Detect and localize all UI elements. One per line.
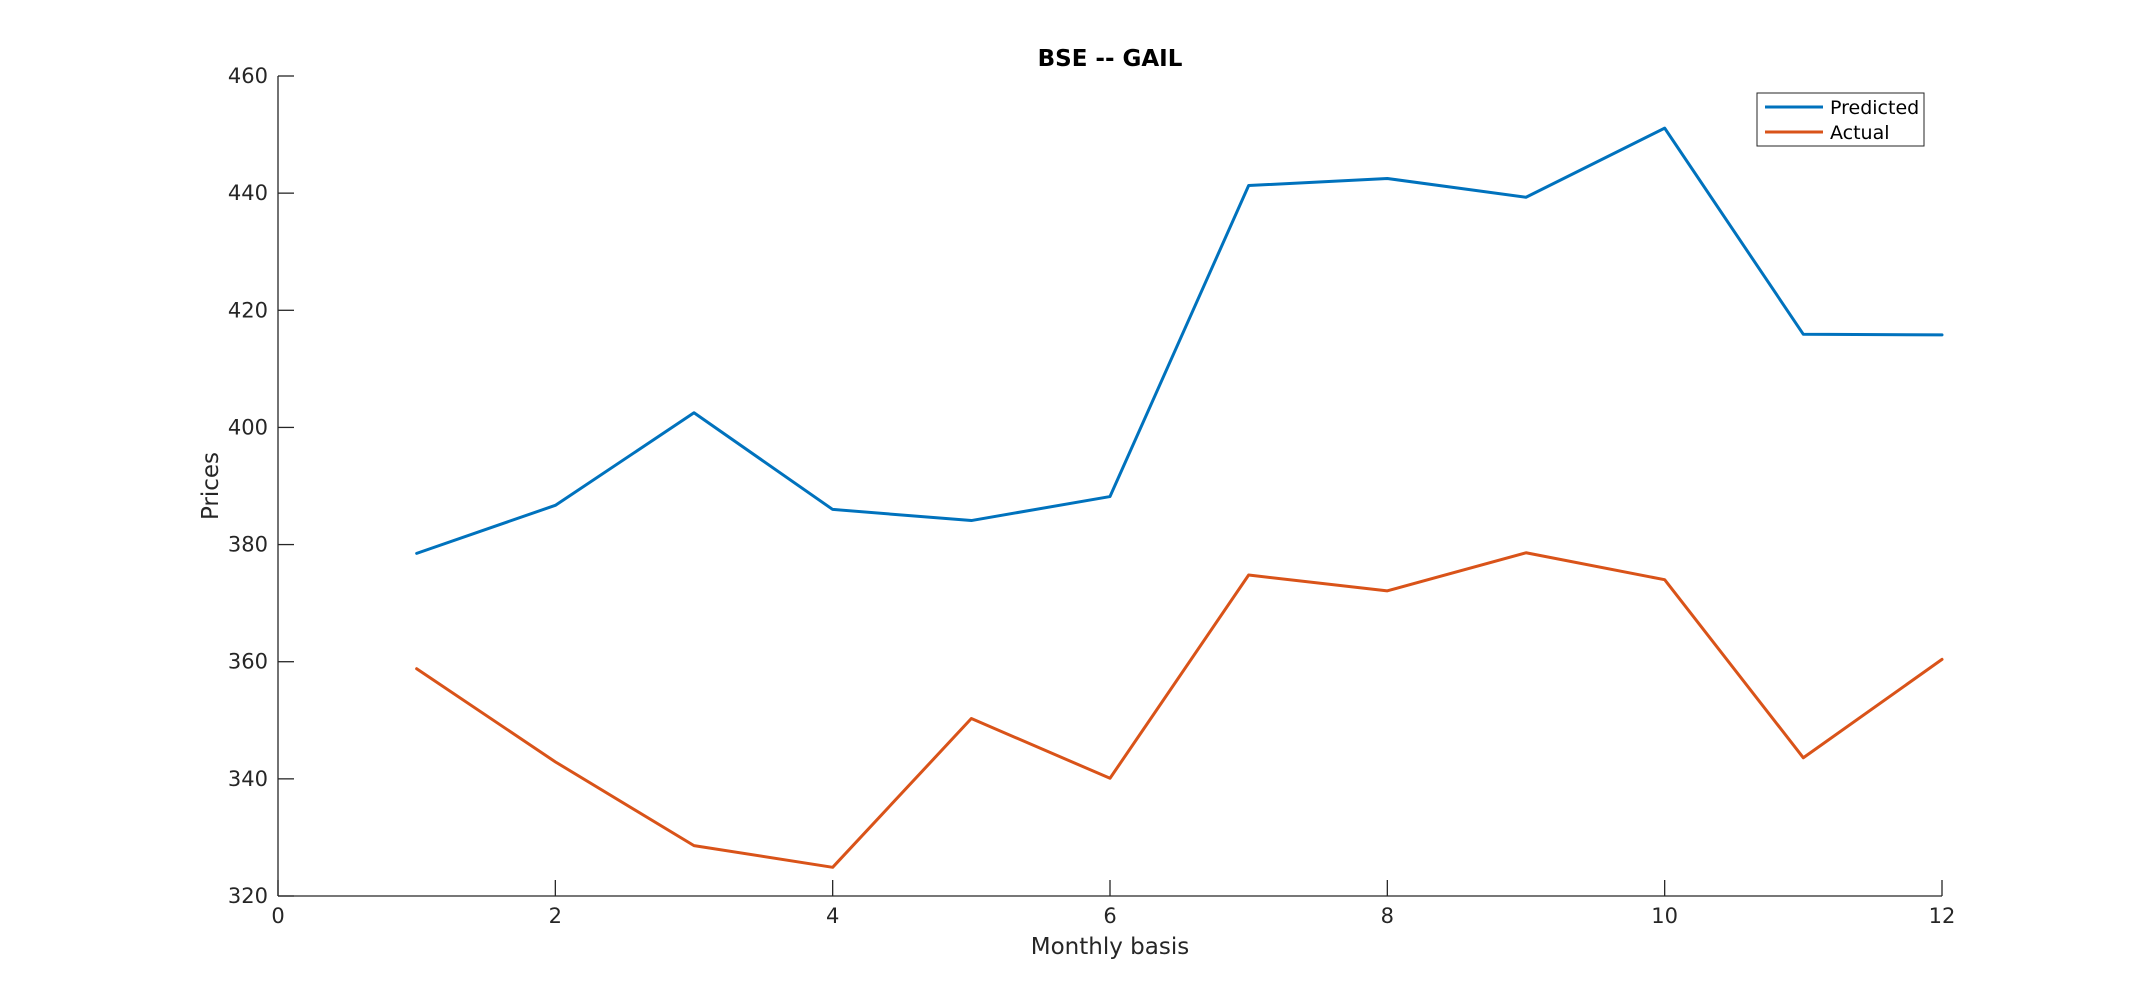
legend-box [1756, 92, 1925, 147]
x-tick-label: 4 [826, 904, 839, 928]
x-tick-label: 8 [1381, 904, 1394, 928]
x-ticks: 0 2 4 6 8 10 12 [271, 880, 1955, 928]
legend-label-predicted: Predicted [1830, 97, 1919, 119]
x-tick-label: 12 [1929, 904, 1956, 928]
legend: Predicted Actual [1756, 92, 1925, 147]
y-ticks: 320 340 360 380 400 420 440 460 [228, 64, 294, 908]
x-tick-label: 10 [1651, 904, 1678, 928]
y-tick-label: 340 [228, 767, 268, 791]
x-tick-label: 0 [271, 904, 284, 928]
y-tick-label: 380 [228, 533, 268, 557]
y-tick-label: 420 [228, 298, 268, 322]
series-line-predicted [415, 126, 1944, 555]
x-tick-label: 6 [1103, 904, 1116, 928]
y-tick-label: 360 [228, 650, 268, 674]
y-tick-label: 460 [228, 64, 268, 88]
x-tick-label: 2 [549, 904, 562, 928]
series-layer [415, 126, 1944, 869]
legend-label-actual: Actual [1830, 122, 1890, 144]
y-tick-label: 440 [228, 181, 268, 205]
legend-items: Predicted Actual [1765, 97, 1919, 144]
series-line-actual [415, 551, 1944, 869]
y-tick-label: 400 [228, 415, 268, 439]
y-axis-title: Prices [198, 452, 224, 520]
x-axis-title: Monthly basis [1031, 934, 1189, 960]
y-tick-label: 320 [228, 884, 268, 908]
chart-title: BSE -- GAIL [1038, 46, 1183, 72]
